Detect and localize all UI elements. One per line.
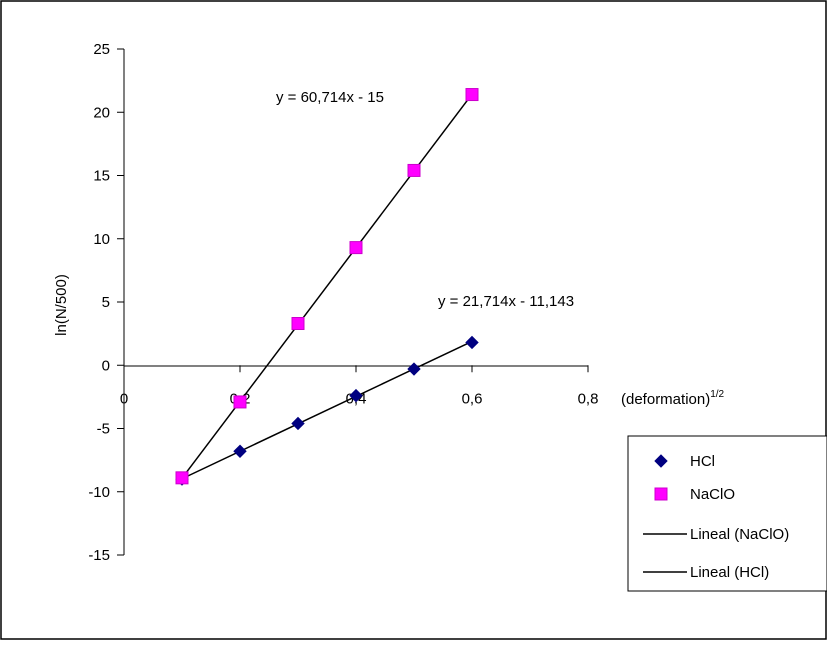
- legend-item-naclo: NaClO: [654, 486, 735, 503]
- y-tick-label: 15: [93, 168, 110, 185]
- data-point-naclo: [407, 163, 421, 177]
- x-axis-title-main: (deformation): [621, 391, 710, 408]
- data-point-naclo: [233, 395, 247, 409]
- y-tick-label: -15: [88, 547, 110, 564]
- markers: [175, 88, 479, 486]
- legend-marker-hcl: [654, 454, 668, 468]
- trendline-0: [181, 93, 473, 479]
- x-tick-label: 0,8: [578, 390, 599, 407]
- data-point-hcl: [407, 362, 421, 376]
- y-axis-title: ln(N/500): [53, 274, 70, 336]
- y-tick-label: 25: [93, 41, 110, 58]
- legend: HCl NaClO Lineal (NaClO) Lineal (HCl): [627, 435, 827, 592]
- legend-item-lineal-naclo: Lineal (NaClO): [643, 526, 789, 543]
- x-axis-title-superscript: 1/2: [710, 389, 724, 400]
- data-point-naclo: [175, 471, 189, 485]
- y-tick-label: 5: [102, 294, 110, 311]
- x-axis-title: (deformation)1/2: [621, 389, 725, 408]
- equation-hcl: y = 21,714x - 11,143: [438, 293, 574, 310]
- legend-item-lineal-hcl: Lineal (HCl): [643, 564, 769, 581]
- legend-item-hcl: HCl: [654, 453, 715, 470]
- y-tick-label: 0: [102, 357, 110, 374]
- legend-label-naclo: NaClO: [690, 486, 735, 503]
- legend-label-hcl: HCl: [690, 453, 715, 470]
- x-tick-label: 0: [120, 390, 128, 407]
- legend-marker-naclo: [654, 487, 668, 501]
- y-tick-label: 10: [93, 231, 110, 248]
- data-point-hcl: [465, 335, 479, 350]
- y-tick-label: -5: [97, 421, 110, 438]
- data-point-hcl: [233, 444, 247, 458]
- y-tick-label: -10: [88, 484, 110, 501]
- data-point-hcl: [349, 388, 363, 403]
- equation-nacl0: y = 60,714x - 15: [276, 89, 384, 106]
- y-tick-label: 20: [93, 104, 110, 121]
- legend-label-lineal-naclo: Lineal (NaClO): [690, 526, 789, 543]
- x-tick-label: 0,6: [462, 390, 483, 407]
- data-point-hcl: [291, 416, 305, 431]
- legend-label-lineal-hcl: Lineal (HCl): [690, 564, 769, 581]
- data-point-naclo: [349, 241, 363, 255]
- data-point-naclo: [291, 317, 305, 331]
- trendline-1: [181, 340, 473, 480]
- data-point-naclo: [465, 88, 479, 102]
- y-ticks: -15 -10 -5 0 5 10 15 20 25: [88, 41, 124, 564]
- trendlines: [181, 93, 473, 480]
